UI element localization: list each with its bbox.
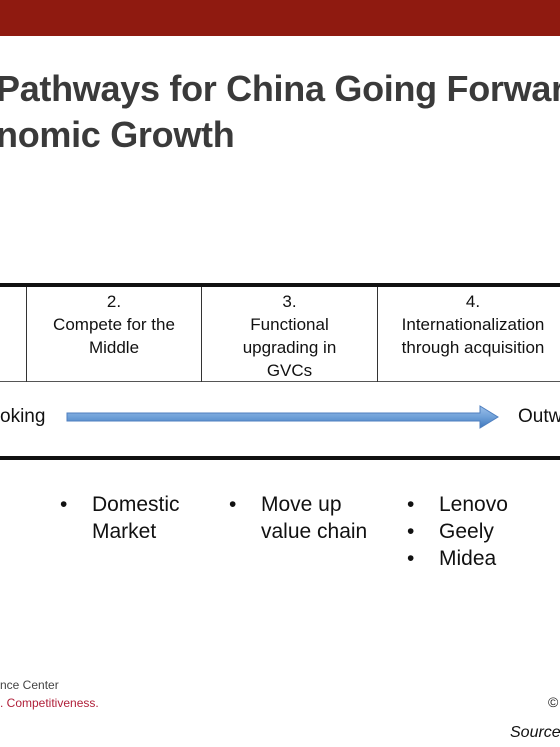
bullet-text: Domestic Market <box>92 493 180 543</box>
table-bottom-border <box>0 456 560 460</box>
arrow-right-label: Outw <box>518 406 560 427</box>
top-banner <box>0 0 560 36</box>
column-heading-line: Internationalization <box>401 315 545 334</box>
table-header-cell-4: 4. Internationalization through acquisit… <box>378 290 560 359</box>
column-divider <box>201 287 202 382</box>
table-header-divider <box>0 381 560 382</box>
slide-title: Pathways for China Going Forwar nomic Gr… <box>0 66 560 158</box>
source-citation: Source <box>510 724 560 741</box>
column-heading-line: Functional <box>250 315 329 334</box>
bullet-text: Midea <box>439 547 497 570</box>
list-item: • Move up value chain <box>229 491 386 545</box>
footer-logo-line-1: nce Center <box>0 678 59 692</box>
list-item: • Midea <box>407 545 508 572</box>
footer-logo-line-2: . Competitiveness. <box>0 696 99 710</box>
list-item: • Domestic Market <box>60 491 202 545</box>
bullet-icon: • <box>407 547 415 570</box>
list-item: • Lenovo <box>407 491 508 518</box>
column-number: 2. <box>106 292 122 311</box>
column-number: 3. <box>282 292 297 311</box>
slide-title-line-2: nomic Growth <box>0 114 235 155</box>
table-header-cell-2: 2. Compete for the Middle <box>27 290 201 359</box>
progression-arrow <box>66 405 499 429</box>
bullet-text: Geely <box>439 520 494 543</box>
column-heading-line: GVCs <box>266 361 313 380</box>
bullet-icon: • <box>407 520 415 543</box>
column-number: 4. <box>465 292 481 311</box>
bullet-text: Lenovo <box>439 493 508 516</box>
bullet-list-domestic: • Domestic Market <box>60 491 202 545</box>
bullet-text: Move up value chain <box>261 493 368 543</box>
list-item: • Geely <box>407 518 508 545</box>
column-divider <box>26 287 27 382</box>
column-heading-line: upgrading in <box>242 338 337 357</box>
bullet-list-value-chain: • Move up value chain <box>229 491 386 545</box>
bullet-list-companies: • Lenovo • Geely • Midea <box>407 491 508 572</box>
bullet-icon: • <box>60 493 68 516</box>
column-heading-line: through acquisition <box>401 338 545 357</box>
bullet-icon: • <box>229 493 237 516</box>
column-divider <box>377 287 378 382</box>
bullet-icon: • <box>407 493 415 516</box>
slide-title-line-1: Pathways for China Going Forwar <box>0 68 560 109</box>
table-header-cell-3: 3. Functional upgrading in GVCs <box>202 290 377 382</box>
arrow-left-label: oking <box>0 406 46 427</box>
copyright-symbol: © <box>548 694 559 710</box>
column-heading-line: Compete for the <box>53 315 175 334</box>
table-top-border <box>0 283 560 287</box>
column-heading-line: Middle <box>88 338 140 357</box>
